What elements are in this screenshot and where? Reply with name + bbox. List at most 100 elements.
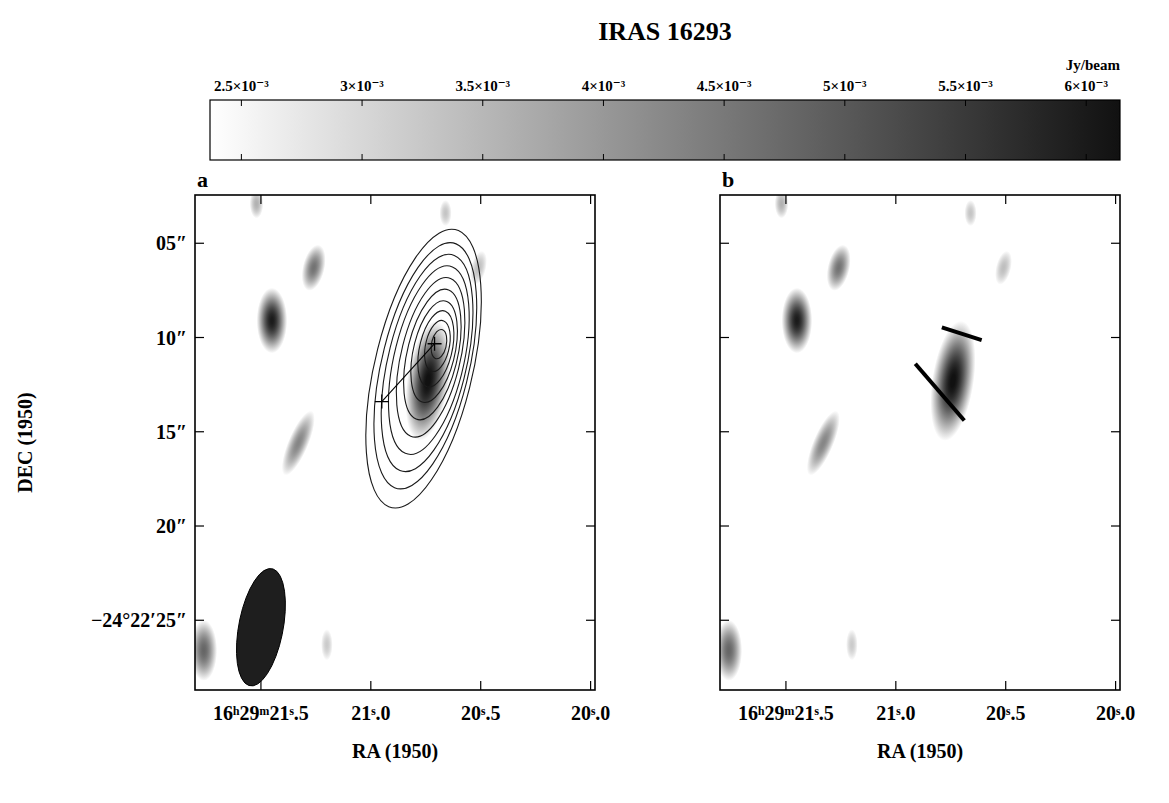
- colorbar-tick-label: 4×10⁻³: [582, 78, 626, 94]
- colorbar-tick-label: 4.5×10⁻³: [697, 78, 752, 94]
- colorbar-tick: [724, 100, 725, 106]
- panel-label: a: [197, 167, 208, 192]
- y-tick: [720, 243, 729, 244]
- source: [801, 405, 846, 481]
- y-tick-label: 10″: [156, 327, 187, 349]
- vector: [942, 327, 982, 340]
- title: IRAS 16293: [598, 17, 732, 46]
- source: [321, 629, 333, 660]
- colorbar-tick: [482, 154, 483, 160]
- x-tick: [370, 195, 371, 204]
- x-tick-label: 20ˢ.0: [1096, 702, 1135, 724]
- colorbar-tick: [844, 154, 845, 160]
- y-tick: [586, 337, 595, 338]
- contour: [343, 211, 505, 526]
- colorbar-tick-label: 2.5×10⁻³: [214, 78, 269, 94]
- colorbar-tick: [362, 100, 363, 106]
- x-tick: [1115, 195, 1116, 204]
- contour: [373, 253, 486, 467]
- y-tick: [720, 620, 729, 621]
- y-tick: [1111, 243, 1120, 244]
- panel-label: b: [722, 167, 734, 192]
- source: [992, 248, 1015, 288]
- x-tick-label: 21ˢ.0: [876, 702, 915, 724]
- colorbar-tick: [724, 154, 725, 160]
- colorbar-tick: [1086, 154, 1087, 160]
- y-tick: [1111, 525, 1120, 526]
- colorbar-tick: [965, 154, 966, 160]
- y-tick: [1111, 431, 1120, 432]
- colorbar-tick: [603, 100, 604, 106]
- plot-area: [720, 195, 1120, 690]
- source: [846, 629, 858, 660]
- y-tick: [195, 525, 204, 526]
- vector: [915, 364, 964, 421]
- cross-link: [382, 344, 435, 402]
- beam: [228, 562, 295, 690]
- y-tick: [1111, 337, 1120, 338]
- y-tick-label: 05″: [156, 232, 187, 254]
- colorbar-tick-label: 5.5×10⁻³: [938, 78, 993, 94]
- source: [250, 195, 264, 218]
- y-tick-label: −24°22′25″: [91, 609, 187, 631]
- source: [257, 288, 288, 353]
- x-axis-title: RA (1950): [352, 740, 438, 763]
- x-tick: [260, 681, 261, 690]
- x-tick-label: 20ˢ.0: [571, 702, 610, 724]
- contour: [411, 305, 461, 393]
- colorbar-tick: [362, 154, 363, 160]
- y-tick: [720, 525, 729, 526]
- y-tick: [195, 620, 204, 621]
- x-tick-label: 20ˢ.5: [461, 702, 500, 724]
- source: [775, 195, 789, 218]
- source: [964, 200, 976, 226]
- x-tick: [260, 195, 261, 204]
- colorbar-tick-label: 6×10⁻³: [1064, 78, 1108, 94]
- colorbar: [210, 100, 1120, 160]
- x-tick: [480, 195, 481, 204]
- colorbar-tick: [241, 100, 242, 106]
- x-tick: [1005, 681, 1006, 690]
- y-tick: [720, 431, 729, 432]
- x-tick: [590, 195, 591, 204]
- plot-background: [720, 195, 1120, 690]
- y-axis-title: DEC (1950): [14, 392, 37, 493]
- plot-area: [195, 195, 595, 690]
- source: [297, 241, 330, 296]
- colorbar-tick-label: 3.5×10⁻³: [455, 78, 510, 94]
- contour: [383, 267, 479, 448]
- colorbar-tick: [603, 154, 604, 160]
- contour: [363, 240, 491, 486]
- y-tick: [586, 243, 595, 244]
- x-tick: [1115, 681, 1116, 690]
- colorbar-tick-label: 5×10⁻³: [823, 78, 867, 94]
- frame: [195, 195, 595, 690]
- colorbar-tick: [241, 154, 242, 160]
- colorbar-tick: [1086, 100, 1087, 106]
- y-tick: [1111, 620, 1120, 621]
- y-tick: [586, 431, 595, 432]
- x-tick-label: 21ˢ.0: [351, 702, 390, 724]
- contour: [353, 227, 497, 505]
- figure: IRAS 16293Jy/beam2.5×10⁻³3×10⁻³3.5×10⁻³4…: [0, 0, 1169, 803]
- x-tick: [590, 681, 591, 690]
- contour: [428, 327, 449, 362]
- colorbar-tick: [965, 100, 966, 106]
- colorbar-label: Jy/beam: [1066, 57, 1121, 73]
- y-tick: [195, 431, 204, 432]
- source: [720, 620, 742, 681]
- cross: [375, 395, 389, 409]
- source: [195, 620, 217, 681]
- x-tick: [785, 195, 786, 204]
- source: [398, 316, 458, 447]
- contour: [402, 293, 466, 410]
- y-tick: [586, 525, 595, 526]
- x-tick: [785, 681, 786, 690]
- y-tick: [720, 337, 729, 338]
- x-tick: [370, 681, 371, 690]
- cross: [428, 337, 442, 351]
- y-tick: [195, 243, 204, 244]
- colorbar-tick: [482, 100, 483, 106]
- x-tick: [895, 681, 896, 690]
- x-axis-title: RA (1950): [877, 740, 963, 763]
